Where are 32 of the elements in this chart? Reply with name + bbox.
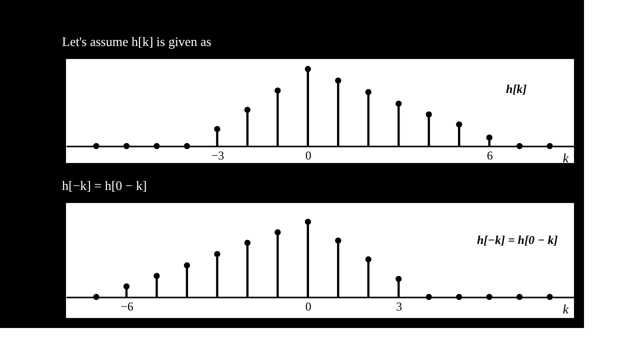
x-tick-label: −6 (120, 299, 134, 314)
x-tick-label: 0 (305, 299, 312, 314)
annotation: h[k] (506, 82, 527, 96)
x-tick-label: 0 (305, 148, 312, 163)
point (456, 121, 462, 128)
point (396, 100, 402, 107)
point (123, 283, 130, 290)
point (154, 272, 160, 279)
point (486, 134, 492, 141)
x-tick-label: −3 (211, 148, 224, 163)
point (274, 229, 281, 236)
point (304, 218, 311, 225)
point (184, 262, 190, 268)
chart-title: h[−k] = h[0 − k] (62, 178, 147, 193)
point (396, 276, 402, 282)
point (365, 256, 372, 262)
point (214, 251, 220, 258)
point (365, 89, 372, 96)
point (274, 88, 281, 94)
x-axis-title: k (562, 301, 569, 316)
annotation: h[−k] = h[0 − k] (477, 233, 558, 247)
point (244, 106, 251, 113)
point (335, 77, 342, 84)
x-tick-label: 3 (396, 299, 402, 314)
chart-title: Let's assume h[k] is given as (62, 34, 212, 49)
x-axis-title: k (562, 150, 569, 166)
point (244, 240, 251, 246)
x-tick-label: 6 (486, 148, 493, 163)
point (214, 126, 220, 132)
point (304, 66, 311, 72)
point (426, 111, 432, 118)
point (335, 238, 342, 244)
